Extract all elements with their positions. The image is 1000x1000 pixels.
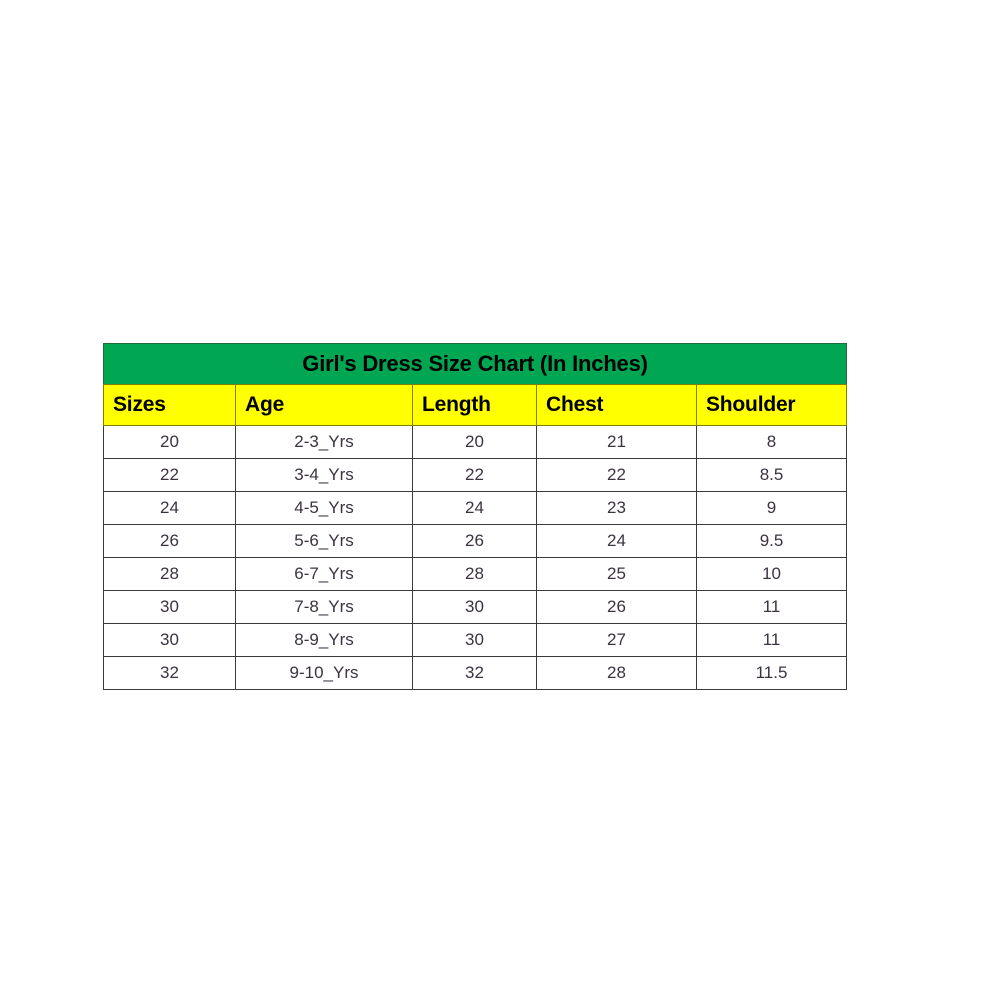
- cell-length: 32: [412, 656, 537, 690]
- cell-shoulder: 8.5: [695, 458, 848, 492]
- size-chart-container: Girl's Dress Size Chart (In Inches) Size…: [102, 343, 848, 690]
- cell-chest: 23: [536, 491, 697, 525]
- cell-chest: 25: [536, 557, 697, 591]
- cell-age: 8-9_Yrs: [235, 623, 413, 657]
- cell-length: 28: [412, 557, 537, 591]
- cell-shoulder: 9.5: [695, 524, 848, 558]
- cell-shoulder: 8: [695, 425, 848, 459]
- table-row: 22 3-4_Yrs 22 22 8.5: [103, 458, 848, 492]
- chart-title: Girl's Dress Size Chart (In Inches): [102, 343, 848, 385]
- cell-length: 30: [412, 590, 537, 624]
- column-header-chest: Chest: [536, 384, 697, 426]
- cell-length: 30: [412, 623, 537, 657]
- cell-age: 2-3_Yrs: [235, 425, 413, 459]
- cell-age: 3-4_Yrs: [235, 458, 413, 492]
- column-header-shoulder: Shoulder: [695, 384, 848, 426]
- cell-sizes: 20: [103, 425, 236, 459]
- cell-sizes: 30: [103, 623, 236, 657]
- cell-length: 24: [412, 491, 537, 525]
- cell-age: 5-6_Yrs: [235, 524, 413, 558]
- cell-shoulder: 11: [695, 623, 848, 657]
- size-chart-table: Girl's Dress Size Chart (In Inches) Size…: [102, 343, 848, 690]
- table-row: 24 4-5_Yrs 24 23 9: [103, 491, 848, 525]
- cell-chest: 22: [536, 458, 697, 492]
- cell-chest: 21: [536, 425, 697, 459]
- table-row: 26 5-6_Yrs 26 24 9.5: [103, 524, 848, 558]
- cell-length: 26: [412, 524, 537, 558]
- column-header-length: Length: [412, 384, 537, 426]
- cell-chest: 24: [536, 524, 697, 558]
- cell-length: 20: [412, 425, 537, 459]
- table-row: 30 8-9_Yrs 30 27 11: [103, 623, 848, 657]
- cell-age: 6-7_Yrs: [235, 557, 413, 591]
- cell-chest: 26: [536, 590, 697, 624]
- column-header-age: Age: [235, 384, 413, 426]
- cell-chest: 27: [536, 623, 697, 657]
- chart-title-row: Girl's Dress Size Chart (In Inches): [102, 343, 848, 385]
- cell-shoulder: 10: [695, 557, 848, 591]
- cell-sizes: 22: [103, 458, 236, 492]
- cell-sizes: 32: [103, 656, 236, 690]
- cell-shoulder: 11: [695, 590, 848, 624]
- table-row: 20 2-3_Yrs 20 21 8: [103, 425, 848, 459]
- table-row: 28 6-7_Yrs 28 25 10: [103, 557, 848, 591]
- cell-age: 7-8_Yrs: [235, 590, 413, 624]
- cell-length: 22: [412, 458, 537, 492]
- cell-shoulder: 9: [695, 491, 848, 525]
- table-row: 30 7-8_Yrs 30 26 11: [103, 590, 848, 624]
- cell-shoulder: 11.5: [695, 656, 848, 690]
- cell-chest: 28: [536, 656, 697, 690]
- cell-sizes: 24: [103, 491, 236, 525]
- column-header-sizes: Sizes: [103, 384, 236, 426]
- table-row: 32 9-10_Yrs 32 28 11.5: [103, 656, 848, 690]
- cell-sizes: 26: [103, 524, 236, 558]
- cell-sizes: 28: [103, 557, 236, 591]
- cell-sizes: 30: [103, 590, 236, 624]
- column-header-row: Sizes Age Length Chest Shoulder: [103, 384, 848, 426]
- cell-age: 9-10_Yrs: [235, 656, 413, 690]
- cell-age: 4-5_Yrs: [235, 491, 413, 525]
